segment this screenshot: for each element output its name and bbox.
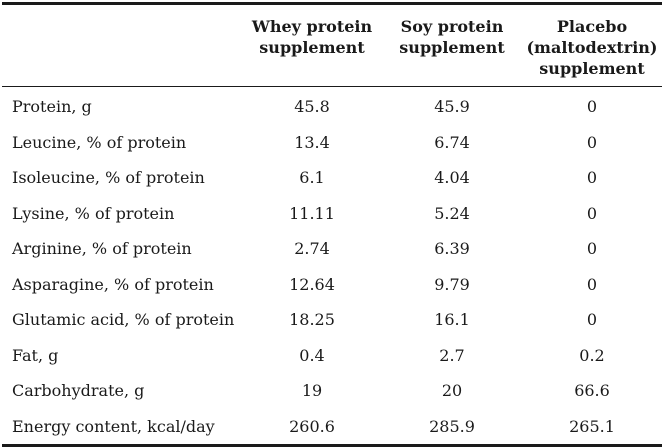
row-label: Isoleucine, % of protein: [12, 168, 205, 188]
cell-whey: 6.1: [299, 168, 325, 188]
cell-placebo: 0.2: [579, 345, 605, 365]
table-header: Whey protein supplement Soy protein supp…: [2, 5, 662, 87]
row-label: Leucine, % of protein: [12, 132, 187, 152]
cell-soy: 6.74: [434, 132, 470, 152]
row-label: Fat, g: [12, 345, 59, 365]
table-row: Protein, g 45.8 45.9 0: [2, 89, 662, 125]
cell-soy: 9.79: [434, 274, 470, 294]
cell-whey: 18.25: [289, 310, 335, 330]
cell-placebo: 0: [586, 239, 598, 259]
row-label: Lysine, % of protein: [12, 203, 175, 223]
row-label: Asparagine, % of protein: [12, 274, 214, 294]
cell-placebo: 0: [586, 97, 598, 117]
row-label: Arginine, % of protein: [12, 239, 192, 259]
table-row: Energy content, kcal/day 260.6 285.9 265…: [2, 409, 662, 445]
table-row: Carbohydrate, g 19 20 66.6: [2, 373, 662, 409]
header-placebo: Placebo (maltodextrin) supplement: [526, 17, 658, 78]
table-row: Leucine, % of protein 13.4 6.74 0: [2, 125, 662, 161]
header-soy: Soy protein supplement: [399, 17, 505, 57]
cell-soy: 45.9: [434, 97, 470, 117]
cell-whey: 11.11: [289, 203, 335, 223]
cell-whey: 12.64: [289, 274, 335, 294]
cell-placebo: 0: [586, 203, 598, 223]
cell-soy: 5.24: [434, 203, 470, 223]
cell-placebo: 265.1: [569, 416, 615, 436]
cell-whey: 19: [301, 381, 323, 401]
cell-whey: 0.4: [299, 345, 325, 365]
cell-placebo: 0: [586, 310, 598, 330]
table-body: Protein, g 45.8 45.9 0 Leucine, % of pro…: [2, 89, 662, 444]
table-row: Asparagine, % of protein 12.64 9.79 0: [2, 267, 662, 303]
cell-placebo: 0: [586, 132, 598, 152]
cell-soy: 2.7: [439, 345, 465, 365]
cell-whey: 13.4: [294, 132, 330, 152]
top-rule: [2, 2, 662, 5]
cell-placebo: 0: [586, 168, 598, 188]
table-row: Fat, g 0.4 2.7 0.2: [2, 338, 662, 374]
header-empty-cell: [2, 5, 242, 86]
cell-soy: 285.9: [429, 416, 475, 436]
cell-placebo: 0: [586, 274, 598, 294]
cell-soy: 4.04: [434, 168, 470, 188]
table-row: Lysine, % of protein 11.11 5.24 0: [2, 196, 662, 232]
cell-placebo: 66.6: [574, 381, 610, 401]
row-label: Carbohydrate, g: [12, 381, 145, 401]
cell-whey: 45.8: [294, 97, 330, 117]
row-label: Protein, g: [12, 97, 92, 117]
table-row: Isoleucine, % of protein 6.1 4.04 0: [2, 160, 662, 196]
cell-soy: 16.1: [434, 310, 470, 330]
cell-soy: 20: [441, 381, 463, 401]
cell-soy: 6.39: [434, 239, 470, 259]
table-row: Glutamic acid, % of protein 18.25 16.1 0: [2, 302, 662, 338]
cell-whey: 260.6: [289, 416, 335, 436]
header-whey: Whey protein supplement: [251, 17, 373, 57]
row-label: Energy content, kcal/day: [12, 416, 215, 436]
cell-whey: 2.74: [294, 239, 330, 259]
row-label: Glutamic acid, % of protein: [12, 310, 235, 330]
table-row: Arginine, % of protein 2.74 6.39 0: [2, 231, 662, 267]
